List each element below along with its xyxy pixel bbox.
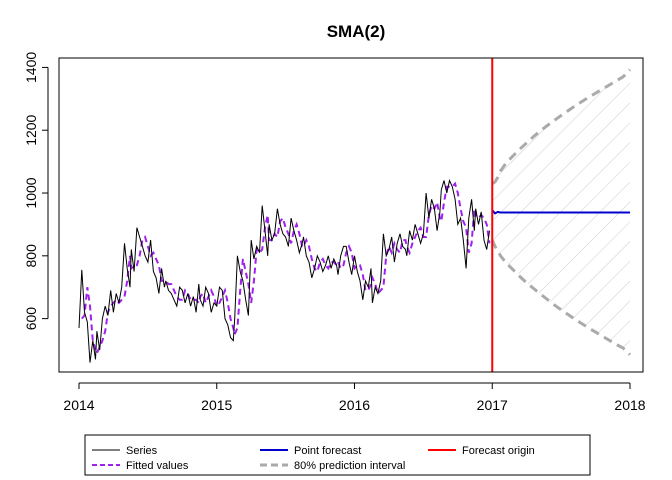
- x-tick-label: 2016: [339, 397, 370, 413]
- y-tick-label: 600: [23, 307, 39, 331]
- legend-label: Forecast origin: [462, 445, 535, 457]
- chart-title: SMA(2): [327, 22, 386, 41]
- legend-label: Point forecast: [294, 445, 361, 457]
- plot-area: [78, 58, 632, 372]
- legend-label: Fitted values: [126, 460, 189, 472]
- legend: Series Fitted values Point forecast 80% pre…: [84, 434, 591, 476]
- x-tick-label: 2018: [614, 397, 645, 413]
- axes: 2014 2015 2016 2017 2018 600 800 1000 1200 1400: [23, 52, 646, 413]
- plot-frame: [58, 57, 644, 373]
- y-tick-label: 1000: [23, 177, 39, 208]
- x-tick-label: 2015: [201, 397, 232, 413]
- x-tick-label: 2017: [477, 397, 508, 413]
- x-tick-label: 2014: [63, 397, 94, 413]
- legend-label: 80% prediction interval: [294, 460, 405, 472]
- interval-upper-line: [491, 68, 632, 185]
- point-forecast-line: [491, 209, 630, 215]
- y-tick-label: 800: [23, 244, 39, 268]
- legend-box: [84, 434, 591, 476]
- y-tick-label: 1400: [23, 52, 39, 83]
- legend-label: Series: [126, 445, 158, 457]
- series-line: [78, 178, 490, 363]
- interval-lower-line: [490, 239, 632, 356]
- y-tick-label: 1200: [23, 114, 39, 145]
